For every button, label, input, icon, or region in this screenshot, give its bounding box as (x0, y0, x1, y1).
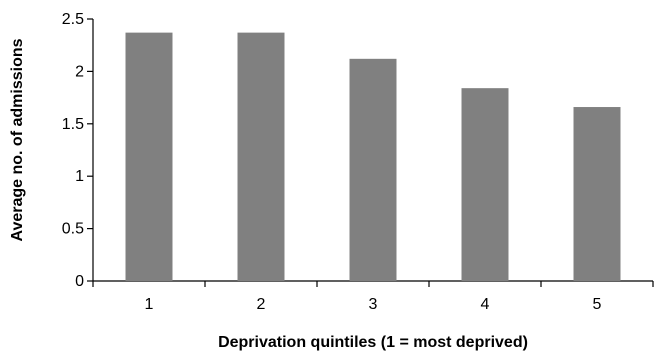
x-tick-label: 2 (257, 296, 266, 313)
x-axis-title: Deprivation quintiles (1 = most deprived… (218, 334, 528, 351)
plot-area: 0 0.5 1 1.5 2 2.5 1 2 3 4 5 (62, 11, 654, 313)
x-tick-label: 3 (369, 296, 378, 313)
bar (349, 58, 397, 281)
y-tick-label: 1 (75, 168, 84, 185)
y-tick-label: 2.5 (62, 11, 84, 28)
bar (573, 107, 621, 281)
bar (125, 32, 173, 282)
y-tick-label: 2 (75, 63, 84, 80)
bar (237, 32, 285, 282)
x-tick-label: 4 (481, 296, 490, 313)
y-axis-title: Average no. of admissions (9, 38, 26, 241)
bar (461, 88, 509, 281)
y-tick-label: 1.5 (62, 116, 84, 133)
y-tick-label: 0.5 (62, 221, 84, 238)
x-tick-label: 1 (145, 296, 154, 313)
y-tick-label: 0 (75, 273, 84, 290)
x-tick-label: 5 (593, 296, 602, 313)
